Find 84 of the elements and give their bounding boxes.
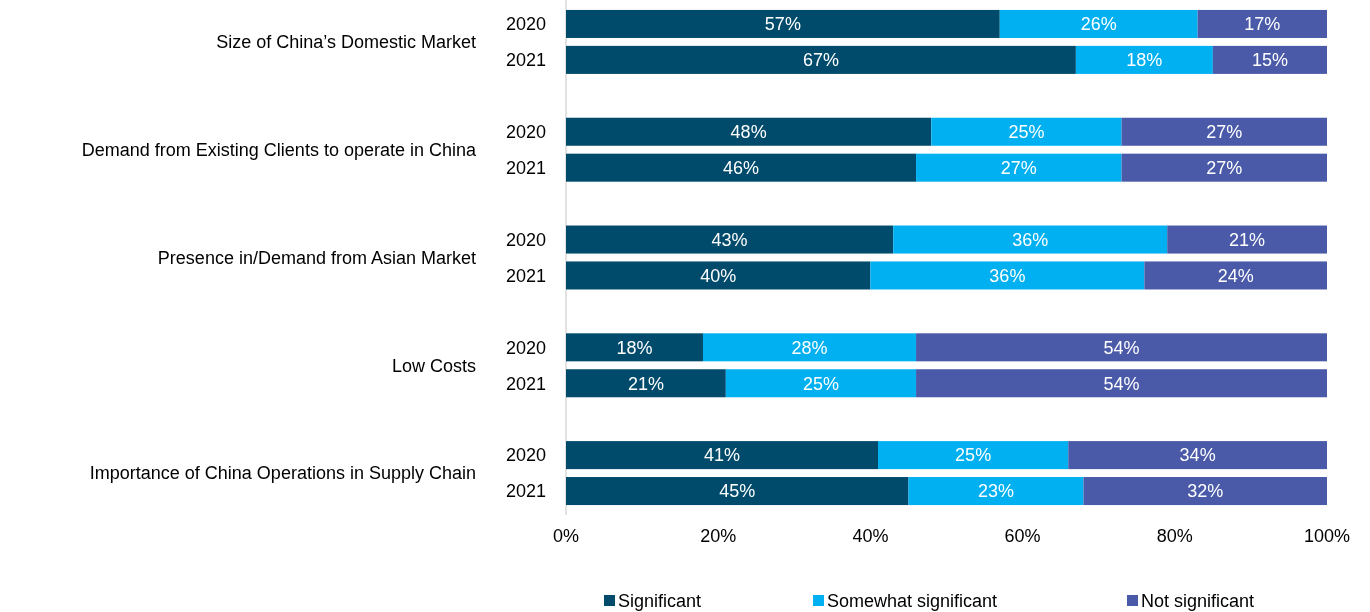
y-tick-label: 2020: [505, 229, 546, 250]
bar: [566, 153, 917, 182]
legend-label: Somewhat significant: [827, 591, 998, 612]
bar: [1068, 441, 1327, 470]
x-tick-label: 40%: [852, 526, 889, 547]
data-label: 27%: [1206, 122, 1243, 143]
y-tick-label: 2020: [505, 445, 546, 466]
text: Low Costs: [391, 355, 476, 376]
x-tick-label: 60%: [1004, 526, 1041, 547]
bar: [999, 9, 1198, 38]
bar: [566, 333, 703, 362]
bar: [1212, 45, 1327, 74]
data-label: 27%: [1000, 157, 1037, 178]
y-tick-label: 2020: [505, 122, 546, 143]
bar: [916, 333, 1327, 362]
data-label: 41%: [703, 445, 741, 466]
data-label: 21%: [627, 373, 664, 394]
bar: [566, 117, 932, 146]
data-label: 32%: [1187, 481, 1224, 502]
data-label: 15%: [1251, 50, 1288, 71]
y-tick-label: 2020: [505, 337, 546, 358]
bar: [893, 225, 1168, 254]
y-tick-label: 2021: [505, 157, 546, 178]
data-label: 25%: [1008, 122, 1045, 143]
data-label: 25%: [802, 373, 839, 394]
bar: [702, 333, 917, 362]
data-label: 25%: [955, 445, 992, 466]
bar: [916, 369, 1327, 398]
data-label: 67%: [802, 50, 839, 71]
data-label: 18%: [1126, 50, 1163, 71]
text: Demand from Existing Clients to operate in China: [81, 140, 477, 161]
data-label: 17%: [1244, 14, 1281, 35]
data-label: 28%: [791, 337, 828, 358]
bar: [566, 9, 1000, 38]
data-label: 54%: [1103, 373, 1140, 394]
legend-label: Significant: [618, 591, 702, 612]
bar: [566, 477, 909, 506]
bar: [870, 261, 1145, 290]
data-label: 24%: [1217, 265, 1254, 286]
bar: [1167, 225, 1327, 254]
y-tick-label: 2021: [505, 265, 546, 286]
bar: [908, 477, 1084, 506]
data-label: 36%: [1012, 229, 1049, 250]
bar: [1197, 9, 1327, 38]
y-tick-label: 2020: [505, 14, 546, 35]
bar: [1144, 261, 1327, 290]
bar: [566, 261, 871, 290]
data-label: 34%: [1179, 445, 1216, 466]
text: Importance of China Operations in Supply Chain: [89, 463, 476, 484]
data-label: 48%: [730, 122, 767, 143]
data-label: 54%: [1103, 337, 1140, 358]
bar: [916, 153, 1122, 182]
x-tick-label: 0%: [552, 526, 580, 547]
data-label: 21%: [1229, 229, 1266, 250]
data-label: 57%: [764, 14, 801, 35]
bar: [1083, 477, 1327, 506]
data-label: 36%: [989, 265, 1026, 286]
data-label: 23%: [977, 481, 1014, 502]
bar: [1075, 45, 1213, 74]
bar: [931, 117, 1122, 146]
bar: [725, 369, 917, 398]
x-tick-label: 20%: [700, 526, 737, 547]
y-tick-label: 2021: [505, 373, 546, 394]
bar: [566, 441, 879, 470]
y-tick-label: 2021: [505, 481, 546, 502]
bar: [566, 369, 726, 398]
legend-label: Not significant: [1141, 591, 1255, 612]
data-label: 27%: [1206, 157, 1243, 178]
data-label: 18%: [616, 337, 653, 358]
bar: [566, 225, 894, 254]
bar: [878, 441, 1069, 470]
data-label: 46%: [723, 157, 760, 178]
x-tick-label: 100%: [1303, 526, 1351, 547]
data-label: 26%: [1080, 14, 1117, 35]
data-label: 40%: [700, 265, 737, 286]
text: Presence in/Demand from Asian Market: [157, 247, 476, 268]
x-tick-label: 80%: [1156, 526, 1193, 547]
data-label: 45%: [719, 481, 756, 502]
y-tick-label: 2021: [505, 50, 546, 71]
text: Size of China’s Domestic Market: [216, 32, 476, 53]
bar: [566, 45, 1076, 74]
bar: [1121, 117, 1327, 146]
data-label: 43%: [711, 229, 748, 250]
bar: [1121, 153, 1327, 182]
